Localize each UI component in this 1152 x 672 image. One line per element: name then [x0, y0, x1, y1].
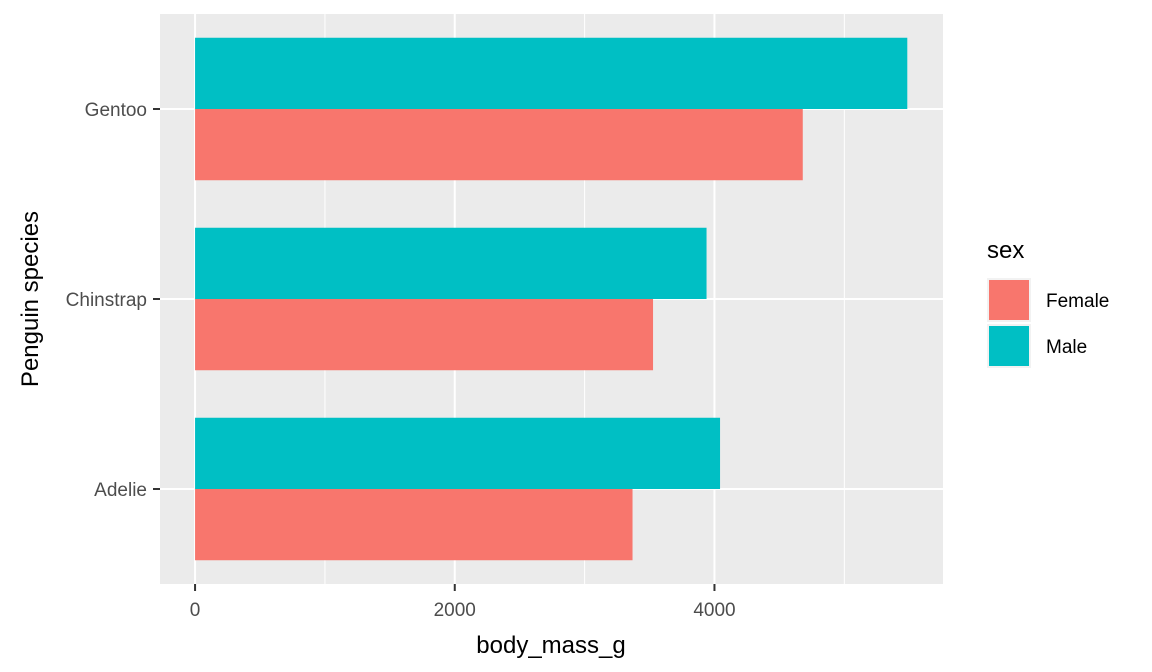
bar-gentoo-male	[195, 37, 908, 109]
legend: sex Female Male	[987, 237, 1109, 368]
x-tick-label: 2000	[434, 600, 476, 621]
legend-swatch-female	[989, 280, 1029, 320]
y-tick-label: Gentoo	[85, 100, 147, 121]
y-tick-label: Chinstrap	[66, 290, 147, 311]
y-axis-title: Penguin species	[17, 211, 44, 387]
bar-chinstrap-female	[195, 299, 654, 371]
legend-label-male: Male	[1046, 337, 1087, 358]
bar-adelie-male	[195, 417, 721, 489]
x-tick-label: 4000	[693, 600, 735, 621]
legend-label-female: Female	[1046, 291, 1109, 312]
y-axis: Adelie Chinstrap Gentoo	[66, 100, 160, 501]
bar-chinstrap-male	[195, 227, 707, 299]
x-tick-label: 0	[190, 600, 201, 621]
bar-adelie-female	[195, 489, 633, 561]
legend-swatch-male	[989, 326, 1029, 366]
x-axis: 0 2000 4000	[190, 584, 736, 621]
bars	[195, 37, 908, 561]
legend-title: sex	[987, 237, 1024, 264]
bar-gentoo-female	[195, 109, 803, 181]
y-tick-label: Adelie	[94, 480, 147, 501]
x-axis-title: body_mass_g	[476, 632, 625, 659]
